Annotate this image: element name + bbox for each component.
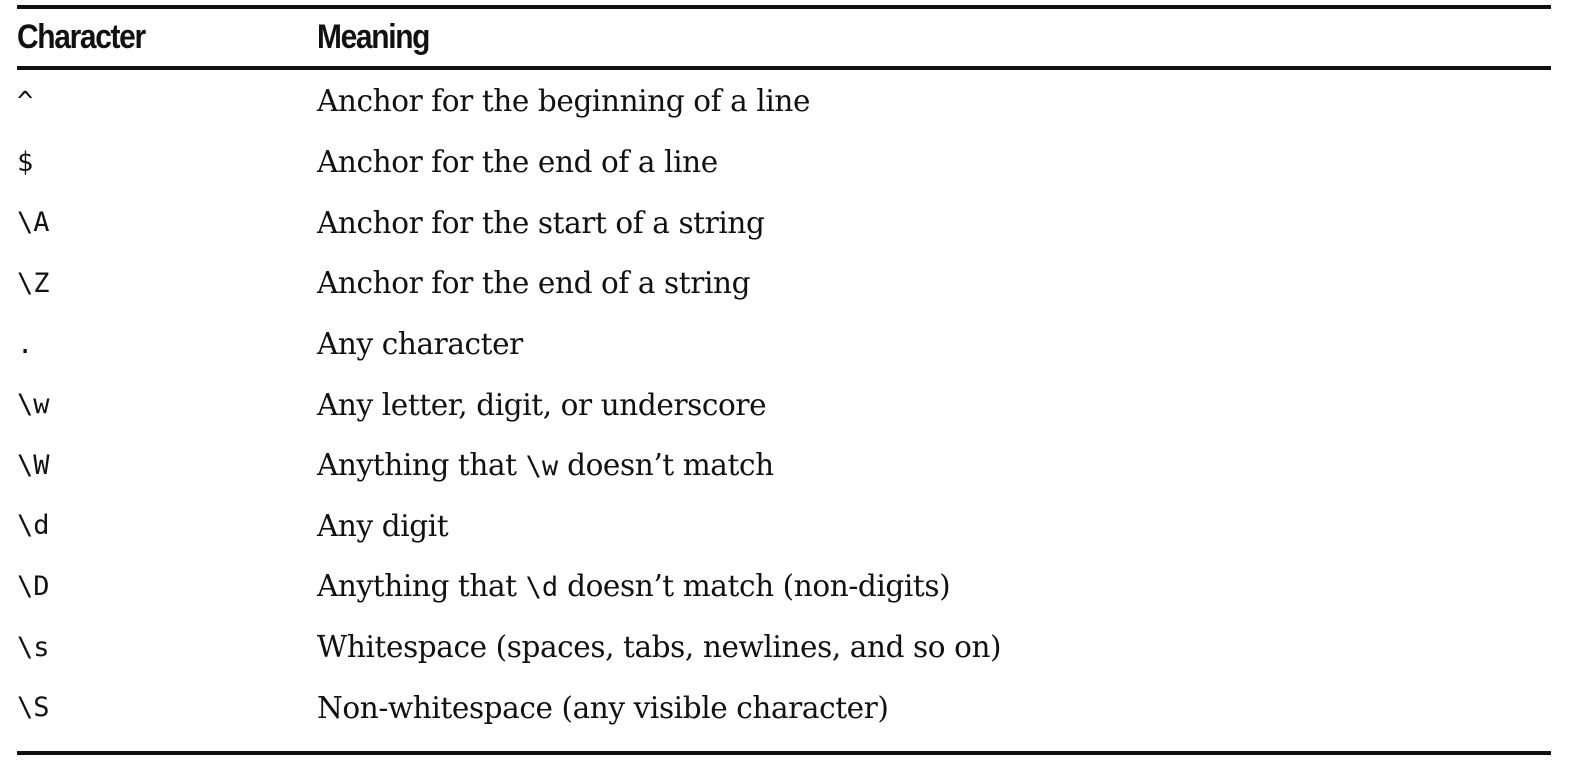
table-row: $ Anchor for the end of a line (17, 132, 1551, 193)
character-cell: \W (17, 449, 50, 481)
meaning-cell: Non-whitespace (any visible character) (317, 690, 889, 725)
top-rule (17, 5, 1551, 9)
character-cell: \A (17, 207, 50, 239)
header-cell-character: Character (17, 18, 317, 57)
table-row: \s Whitespace (spaces, tabs, newlines, a… (17, 617, 1551, 678)
meaning-cell: Whitespace (spaces, tabs, newlines, and … (317, 630, 1002, 665)
header-cell-meaning: Meaning (317, 18, 1551, 57)
table-header: Character Meaning (17, 9, 1551, 70)
meaning-text: Anything that (317, 448, 526, 483)
meaning-cell: Any digit (317, 508, 449, 543)
meaning-cell: Anything that \d doesn’t match (non-digi… (317, 569, 1551, 603)
meaning-cell: Anchor for the end of a line (317, 145, 718, 180)
bottom-rule (17, 751, 1551, 755)
table-body: ^ Anchor for the beginning of a line $ A… (17, 70, 1551, 738)
table-row: \D Anything that \d doesn’t match (non-d… (17, 556, 1551, 617)
inline-code: \w (525, 451, 559, 483)
regex-character-table: Character Meaning ^ Anchor for the begin… (17, 5, 1551, 738)
character-cell: . (17, 328, 34, 360)
meaning-text: doesn’t match (558, 448, 774, 483)
meaning-text: Anything that (317, 569, 526, 604)
table-row: \Z Anchor for the end of a string (17, 253, 1551, 314)
character-cell: \Z (17, 267, 50, 299)
character-cell: \w (17, 389, 50, 421)
meaning-cell: Anchor for the beginning of a line (317, 84, 811, 118)
inline-code: \d (525, 572, 559, 604)
table-row: . Any character (17, 314, 1551, 375)
table-row: \d Any digit (17, 496, 1551, 557)
character-cell: $ (17, 146, 34, 178)
table-row: \A Anchor for the start of a string (17, 193, 1551, 254)
character-cell: \d (17, 510, 50, 542)
character-cell: \S (17, 692, 50, 724)
table-row: \W Anything that \w doesn’t match (17, 435, 1551, 496)
meaning-cell: Any character (317, 327, 523, 362)
header-meaning-label: Meaning (317, 18, 430, 56)
meaning-cell: Anything that \w doesn’t match (317, 448, 1551, 482)
character-cell: \D (17, 570, 50, 602)
meaning-cell: Anchor for the end of a string (317, 266, 751, 301)
character-cell: ^ (17, 85, 34, 117)
meaning-cell: Anchor for the start of a string (317, 205, 765, 240)
meaning-cell: Any letter, digit, or underscore (317, 387, 767, 422)
table-row: \w Any letter, digit, or underscore (17, 374, 1551, 435)
header-character-label: Character (17, 18, 146, 56)
character-cell: \s (17, 631, 50, 663)
table-row: \S Non-whitespace (any visible character… (17, 677, 1551, 738)
meaning-text: doesn’t match (non-digits) (558, 569, 951, 604)
table-row: ^ Anchor for the beginning of a line (17, 70, 1551, 132)
